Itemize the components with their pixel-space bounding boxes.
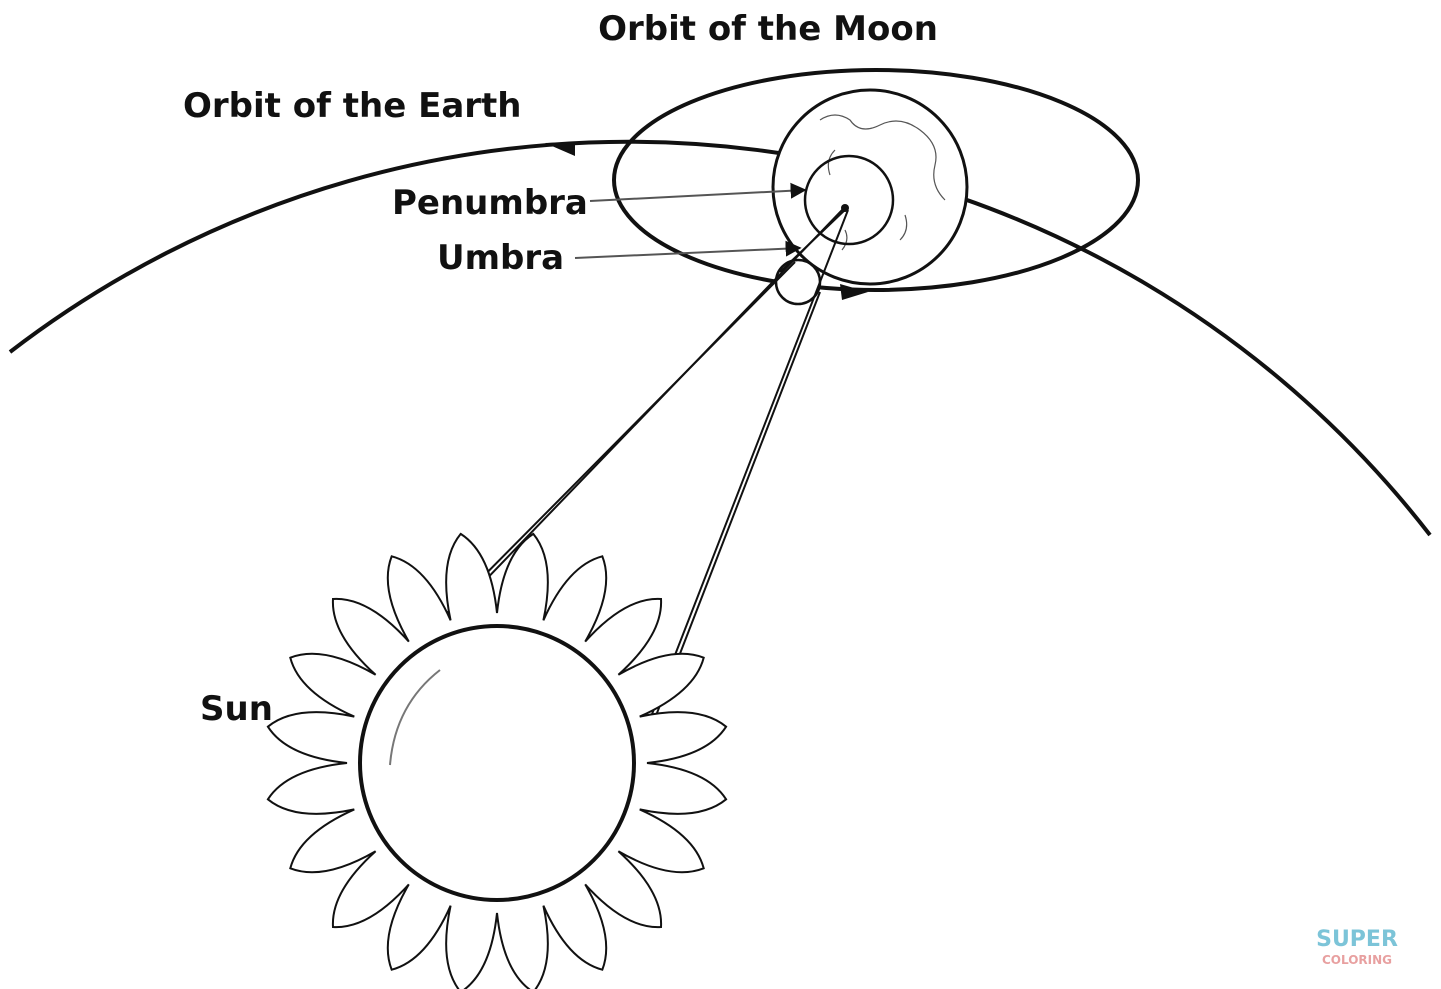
earth-orbit (8, 139, 1432, 537)
penumbra-circle (803, 154, 895, 246)
pointer (589, 182, 807, 202)
orbit-arrow (840, 284, 868, 300)
shadow-line (444, 261, 796, 616)
earth (771, 88, 969, 286)
label: Sun (200, 689, 273, 729)
label: Umbra (437, 238, 564, 278)
pointer (574, 240, 802, 259)
shadow-line (419, 206, 846, 649)
dot (841, 204, 849, 212)
sun-highlight (389, 669, 441, 766)
orbit-arrow (545, 142, 575, 156)
shadow-line (779, 206, 849, 273)
label: Penumbra (392, 183, 588, 223)
watermark: SUPER (1316, 927, 1398, 952)
sun (358, 624, 636, 902)
moon-orbit (612, 68, 1140, 292)
watermark: COLORING (1322, 953, 1392, 967)
label: Orbit of the Moon (598, 9, 938, 49)
label: Orbit of the Earth (183, 86, 522, 126)
